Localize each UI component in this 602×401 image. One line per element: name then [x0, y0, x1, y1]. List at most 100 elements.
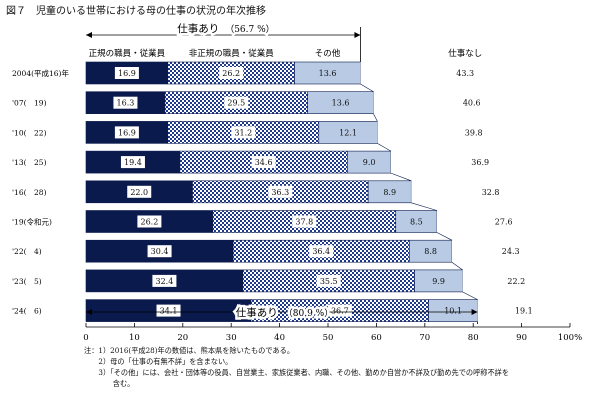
bottom-bracket-arrow-left [86, 309, 92, 315]
value-label-6-3: 24.3 [502, 247, 520, 256]
value-box-7-1 [316, 274, 341, 287]
top-bracket-annotation: 仕事あり （56.7 %） [86, 20, 361, 62]
value-label-5-1: 37.8 [295, 218, 313, 227]
category-label-6: '22( 4) [12, 247, 42, 256]
value-box-0-1 [219, 67, 244, 79]
value-label-1-0: 16.3 [117, 99, 135, 108]
value-label-0-0: 16.9 [118, 69, 136, 78]
value-label-7-3: 22.2 [507, 277, 525, 286]
value-label-6-1: 36.4 [312, 247, 330, 256]
connector-line-7 [462, 291, 478, 300]
connector-line-2 [377, 143, 392, 152]
note-line-4: 含む。 [84, 379, 135, 388]
value-label-8-1: 36.7 [331, 307, 349, 316]
value-label-7-2: 9.9 [432, 277, 445, 286]
value-label-5-0: 26.2 [140, 218, 158, 227]
value-label-8-2: 10.1 [444, 307, 462, 316]
bottom-bracket-label: 仕事あり [236, 306, 278, 319]
connector-line-1 [373, 113, 378, 122]
x-tick-label-9: 90 [516, 333, 527, 343]
value-box-3-1 [251, 156, 276, 169]
value-label-5-3: 27.6 [495, 218, 513, 227]
legend-label-0: 正規の職員・従業員 [89, 48, 166, 59]
bar-2-3 [377, 121, 570, 144]
bar-2-2 [318, 121, 378, 144]
value-label-1-2: 13.6 [332, 99, 350, 108]
note-line-3: 3）「その他」には、会社・団体等の役員、自営業主、家族従業者、内職、その他、勤め… [84, 368, 510, 377]
category-label-7: '23( 5) [12, 277, 42, 286]
top-bracket-arrow-right [354, 32, 361, 38]
top-bracket-value: （56.7 %） [225, 24, 274, 35]
x-tick-label-10: 100% [558, 333, 582, 343]
value-label-1-1: 29.5 [227, 99, 245, 108]
note-line-2: 2）母の「仕事の有無不詳」を含まない。 [84, 357, 233, 366]
category-label-2: '10( 22) [12, 128, 47, 137]
connector-line-6 [451, 261, 463, 271]
value-label-8-3: 19.1 [515, 307, 533, 316]
bar-3-2 [347, 150, 392, 174]
connector-line-5 [436, 232, 453, 241]
category-label-0: 2004(平成16)年 [12, 68, 69, 78]
legend: 正規の職員・従業員 非正規の職員・従業員 その他 仕事なし [89, 48, 483, 59]
legend-label-1: 非正規の職員・従業員 [189, 48, 275, 59]
bar-5-3 [436, 210, 571, 233]
value-box-3-0 [120, 156, 145, 169]
x-tick-label-7: 70 [419, 333, 430, 343]
legend-label-3: 仕事なし [448, 48, 482, 59]
value-box-5-1 [292, 215, 317, 228]
chart-title: 図７ 児童のいる世帯における母の仕事の状況の年次推移 [6, 6, 266, 17]
bar-4-3 [411, 180, 570, 203]
value-label-2-3: 39.8 [465, 128, 483, 137]
x-tick-label-6: 60 [371, 333, 382, 343]
value-label-4-3: 32.8 [482, 188, 500, 197]
value-box-6-0 [147, 245, 172, 258]
bottom-bracket-arrow-right [471, 309, 478, 315]
value-label-3-2: 9.0 [363, 158, 376, 167]
x-tick-label-5: 50 [323, 333, 334, 343]
value-label-2-2: 12.1 [339, 128, 357, 137]
value-label-8-0: 34.1 [160, 307, 178, 316]
value-box-2-0 [114, 126, 139, 139]
value-box-4-0 [127, 185, 152, 198]
value-label-4-0: 22.0 [130, 188, 148, 197]
value-label-2-1: 31.2 [234, 128, 252, 137]
value-label-3-3: 36.9 [471, 158, 489, 167]
category-label-5: '19(令和元) [12, 217, 52, 227]
value-box-8-1 [327, 304, 352, 317]
bottom-bracket-value: （80.9 %） [284, 308, 333, 319]
value-label-4-1: 36.3 [271, 188, 289, 197]
value-label-1-3: 40.6 [463, 99, 481, 108]
value-label-7-1: 35.5 [320, 277, 338, 286]
value-box-4-1 [268, 185, 293, 198]
value-box-7-0 [152, 274, 177, 287]
x-tick-label-8: 80 [468, 333, 479, 343]
value-label-5-2: 8.5 [410, 218, 423, 227]
x-tick-label-1: 10 [129, 333, 140, 343]
connector-line-0 [360, 83, 374, 92]
value-box-5-0 [137, 215, 162, 228]
value-label-3-0: 19.4 [124, 158, 142, 167]
value-box-0-0 [114, 67, 139, 79]
value-box-1-0 [113, 96, 138, 109]
x-tick-label-4: 40 [274, 333, 285, 343]
value-label-6-0: 30.4 [151, 247, 169, 256]
category-label-8: '24( 6) [12, 307, 42, 316]
value-label-3-1: 34.6 [255, 158, 273, 167]
x-axis: 0 10 20 30 40 50 60 70 80 90 100% [83, 323, 582, 343]
legend-label-2: その他 [315, 48, 341, 59]
bottom-bracket-annotation: 仕事あり （80.9 %） [86, 304, 478, 324]
bar-1-3 [373, 91, 570, 114]
x-tick-label-0: 0 [83, 333, 88, 343]
bar-0-3 [360, 62, 570, 84]
note-line-1: 注：1）2016(平成28)年の数値は、熊本県を除いたものである。 [84, 346, 295, 355]
notes: 注：1）2016(平成28)年の数値は、熊本県を除いたものである。 2）母の「仕… [84, 345, 596, 389]
value-label-0-2: 13.6 [319, 69, 337, 78]
value-label-4-2: 8.9 [383, 188, 396, 197]
value-label-6-2: 8.8 [424, 247, 437, 256]
top-bracket-arrow-left [86, 32, 92, 38]
value-box-2-1 [231, 126, 256, 139]
value-label-0-1: 26.2 [222, 69, 240, 78]
category-label-3: '13( 25) [12, 158, 47, 167]
value-label-2-0: 16.9 [118, 128, 136, 137]
